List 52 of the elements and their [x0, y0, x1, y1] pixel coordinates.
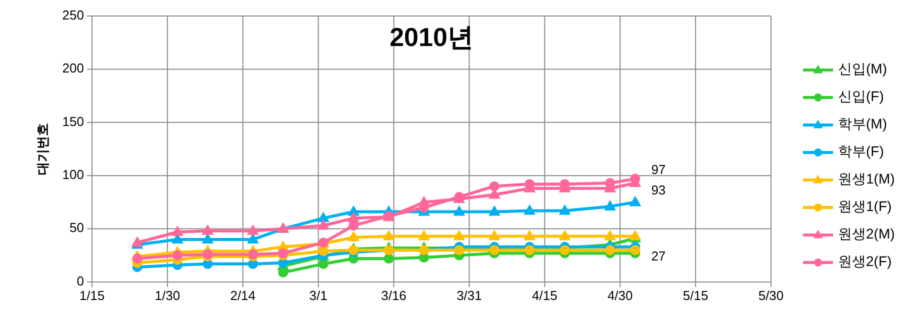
- point: [453, 230, 466, 240]
- point: [348, 220, 359, 231]
- x-tick-label: 1/15: [79, 288, 105, 303]
- x-tick-label: 1/30: [154, 288, 180, 303]
- point: [384, 254, 394, 264]
- x-tick-label: 5/15: [682, 288, 708, 303]
- y-tick-label: 150: [62, 114, 84, 129]
- point: [172, 250, 183, 260]
- legend-label: 신입(F): [838, 88, 884, 104]
- y-tick-label: 50: [70, 220, 84, 236]
- y-tick-label: 250: [62, 7, 84, 22]
- data-label: 97: [651, 162, 666, 178]
- point: [348, 230, 360, 242]
- point: [488, 205, 500, 216]
- x-tick-label: 3/1: [309, 288, 328, 303]
- point: [382, 230, 395, 240]
- point: [524, 230, 536, 240]
- y-axis-title: 대기번호: [35, 123, 50, 175]
- y-tick-label: 100: [62, 167, 84, 182]
- legend-label: 학부(F): [838, 143, 884, 160]
- x-tick-label: 2/14: [230, 288, 256, 303]
- point: [524, 204, 536, 215]
- x-tick-label: 3/31: [456, 288, 482, 303]
- point: [630, 245, 640, 256]
- point: [630, 174, 640, 184]
- point: [489, 181, 500, 192]
- x-tick-label: 3/16: [381, 288, 406, 303]
- point: [418, 230, 430, 240]
- data-label: 93: [651, 182, 666, 198]
- legend-label: 원생2(F): [838, 253, 892, 270]
- legend-label: 신입(M): [838, 60, 887, 77]
- point: [629, 196, 642, 206]
- point: [560, 245, 570, 256]
- point: [489, 245, 500, 256]
- legend-label: 원생1(M): [838, 170, 895, 187]
- y-tick-label: 0: [76, 273, 84, 288]
- point: [558, 204, 571, 215]
- x-tick-label: 4/30: [607, 288, 633, 303]
- point: [558, 230, 571, 240]
- y-tick-label: 200: [62, 60, 84, 76]
- legend-label: 학부(M): [838, 116, 887, 132]
- x-tick-label: 5/30: [758, 288, 784, 303]
- point: [454, 245, 464, 256]
- point: [524, 245, 535, 256]
- point: [172, 225, 184, 236]
- x-tick-label: 4/15: [532, 288, 558, 303]
- data-label: 27: [651, 248, 666, 264]
- point: [488, 230, 500, 240]
- chart-title: 2010년: [390, 22, 474, 52]
- legend-label: 원생2(M): [838, 226, 895, 242]
- point: [453, 205, 466, 216]
- legend-label: 원생1(F): [838, 198, 892, 214]
